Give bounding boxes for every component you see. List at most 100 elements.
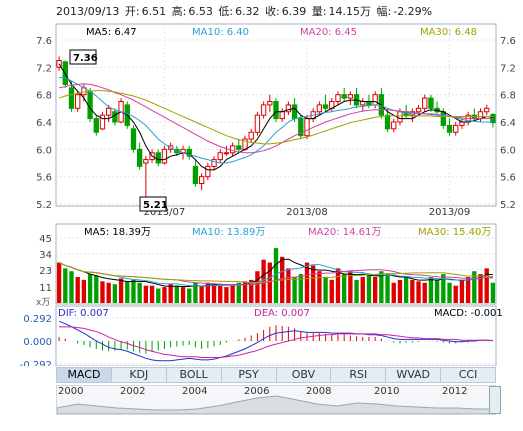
price-ma10-legend: MA10: 6.40 [192, 27, 249, 38]
price-y-axis-right: 7.6 7.2 6.8 6.4 6.0 5.6 5.2 [500, 36, 516, 211]
volume-bar [180, 287, 186, 303]
volume-bar [100, 281, 105, 303]
volume-bar [199, 285, 204, 303]
volume-bar [329, 279, 334, 303]
low-label: 低: [218, 5, 234, 18]
volume-bar [360, 277, 365, 303]
ma20-line [58, 83, 493, 154]
volume-bar [137, 282, 142, 303]
volume-value: 14.15万 [328, 5, 372, 18]
candle-body [236, 145, 242, 150]
volume-bar [484, 268, 489, 303]
macd-value-legend: MACD: -0.001 [434, 308, 503, 319]
volume-ma30-legend: MA30: 15.40万 [418, 227, 491, 238]
volume-bar [391, 282, 396, 303]
timeline-sparkline [56, 395, 496, 415]
volume-bar [298, 274, 303, 303]
volume-bar [118, 278, 124, 303]
volume-bar [472, 271, 477, 303]
year-label: 2002 [120, 386, 146, 397]
year-label: 2012 [442, 386, 468, 397]
history-timeline[interactable] [56, 385, 496, 415]
volume-bar [236, 282, 241, 303]
open-value: 6.51 [141, 5, 167, 18]
volume-bar [286, 268, 291, 303]
tab-psy[interactable]: PSY [222, 368, 277, 382]
volume-bar [69, 271, 74, 303]
volume-bar [304, 262, 310, 303]
close-value: 6.39 [281, 5, 307, 18]
volume-bar [106, 282, 111, 303]
candle-body [484, 107, 490, 113]
year-label: 2008 [306, 386, 332, 397]
tab-kdj[interactable]: KDJ [112, 368, 167, 382]
candle-body [366, 101, 372, 106]
volume-bar [441, 274, 446, 303]
price-tick-label: 6.8 [500, 91, 516, 102]
macd-tick-label: 0.292 [23, 314, 52, 325]
volume-bar [410, 279, 415, 303]
volume-bar [205, 282, 210, 303]
volume-bar [311, 265, 316, 303]
tab-cci[interactable]: CCI [458, 368, 478, 381]
volume-ma30-line [58, 262, 493, 284]
volume-bar [366, 274, 372, 303]
volume-bar [149, 285, 155, 303]
low-value: 6.32 [235, 5, 260, 18]
year-label: 2004 [182, 386, 208, 397]
volume-bar [94, 275, 99, 303]
candle-body [285, 104, 292, 113]
volume-bar [168, 284, 173, 303]
change-value: -2.29% [393, 5, 433, 18]
volume-unit: x万 [36, 298, 50, 308]
tab-boll[interactable]: BOLL [167, 368, 222, 382]
candle-body [415, 107, 422, 113]
candle-body [347, 94, 354, 99]
tab-rsi[interactable]: RSI [331, 368, 387, 382]
volume-bar [242, 281, 248, 303]
price-ma30-legend: MA30: 6.48 [420, 27, 477, 38]
candle-body [223, 152, 230, 155]
macd-y-axis: 0.292 0.000 -0.292 [20, 314, 52, 366]
volume-bar [81, 279, 87, 303]
year-label: 2006 [244, 386, 270, 397]
volume-label: 量: [311, 5, 327, 18]
price-tick-label: 6.0 [500, 145, 516, 156]
candle-body [112, 111, 118, 123]
price-tick-label: 7.6 [500, 36, 516, 47]
volume-bar [335, 268, 341, 303]
volume-bar [261, 259, 266, 303]
stock-chart[interactable]: 7.6 7.2 6.8 6.4 6.0 5.6 5.2 7.6 7.2 6.8 6.4 6.0 5.6… [0, 0, 523, 366]
volume-ma10-line [58, 262, 493, 287]
tab-obv[interactable]: OBV [277, 368, 332, 382]
volume-bar [187, 288, 192, 303]
candle-body [130, 128, 137, 150]
volume-bar [56, 262, 62, 303]
change-label: 幅: [376, 5, 392, 18]
price-tick-label: 6.4 [36, 118, 52, 129]
volume-bar [211, 284, 217, 303]
volume-tick-label: 11 [39, 283, 52, 294]
volume-bar [465, 277, 471, 303]
low-marker: 5.21 [139, 196, 168, 212]
candle-body [161, 148, 168, 164]
dea-line [59, 326, 493, 359]
candle-body [211, 159, 217, 167]
price-x-tick-label: 2013/07 [144, 207, 186, 218]
volume-bar [447, 282, 452, 303]
candle-body [186, 148, 192, 157]
volume-bar [63, 268, 68, 303]
tab-wvad[interactable]: WVAD [386, 368, 442, 382]
candle-body [446, 124, 453, 133]
price-x-axis: 2013/07 2013/08 2013/09 [144, 207, 471, 218]
tab-macd[interactable]: MACD [57, 368, 112, 382]
candle-body [68, 87, 75, 109]
volume-bar [478, 274, 483, 303]
volume-bar [273, 248, 279, 303]
candle-body [291, 104, 298, 120]
price-ma5-legend: MA5: 6.47 [86, 27, 137, 38]
volume-bar [218, 285, 223, 303]
price-tick-label: 5.6 [36, 173, 52, 184]
price-tick-label: 5.2 [500, 200, 516, 211]
timeline-drag-handle[interactable] [489, 386, 501, 414]
